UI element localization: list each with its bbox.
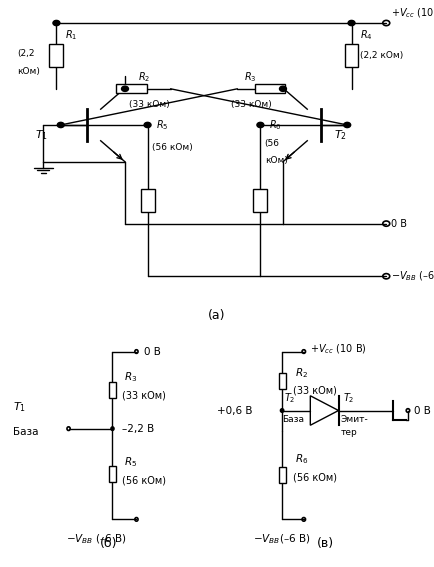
Circle shape: [280, 409, 284, 412]
Text: (б): (б): [100, 536, 117, 549]
Text: $-V_{BB}$ (–6 В): $-V_{BB}$ (–6 В): [391, 269, 434, 283]
Text: $R_2$: $R_2$: [138, 70, 150, 84]
Text: (56 кОм): (56 кОм): [293, 473, 337, 483]
Circle shape: [279, 86, 286, 91]
Text: $R_4$: $R_4$: [360, 28, 373, 41]
Bar: [116, 84, 147, 94]
Text: $R_1$: $R_1$: [65, 28, 78, 41]
Bar: [49, 44, 63, 67]
Text: тер: тер: [341, 429, 358, 438]
Circle shape: [53, 20, 60, 26]
Circle shape: [111, 427, 114, 430]
Text: База: База: [282, 415, 304, 424]
Bar: [279, 373, 286, 389]
Text: $T_1$: $T_1$: [13, 400, 26, 414]
Bar: [109, 466, 116, 482]
Text: (а): (а): [208, 309, 226, 322]
Text: $R_6$: $R_6$: [269, 119, 282, 132]
Circle shape: [122, 86, 128, 91]
Text: $R_6$: $R_6$: [295, 452, 309, 467]
Text: 0 В: 0 В: [145, 346, 161, 357]
Bar: [109, 382, 116, 398]
Bar: [253, 189, 267, 212]
Text: $R_5$: $R_5$: [156, 119, 169, 132]
Bar: [279, 467, 286, 483]
Circle shape: [144, 122, 151, 128]
Text: (33 кОм): (33 кОм): [129, 100, 170, 109]
Text: (33 кОм): (33 кОм): [122, 390, 166, 400]
Text: кОм): кОм): [17, 67, 40, 76]
Circle shape: [344, 122, 351, 128]
Text: $R_5$: $R_5$: [125, 455, 138, 469]
Text: (в): (в): [317, 536, 334, 549]
Circle shape: [348, 20, 355, 26]
Circle shape: [257, 122, 264, 128]
Text: (33 кОм): (33 кОм): [231, 100, 272, 109]
Text: База: База: [13, 428, 38, 438]
Text: (33 кОм): (33 кОм): [293, 386, 337, 396]
Text: $R_3$: $R_3$: [244, 70, 256, 84]
Text: $T_2$: $T_2$: [284, 391, 296, 405]
Bar: [255, 84, 285, 94]
Text: (56 кОм): (56 кОм): [122, 475, 167, 485]
Text: $R_3$: $R_3$: [125, 370, 138, 384]
Text: 0 В: 0 В: [414, 405, 431, 416]
Text: $+V_{cc}$ (10 В): $+V_{cc}$ (10 В): [391, 6, 434, 20]
Text: –2,2 В: –2,2 В: [122, 424, 155, 434]
Text: кОм): кОм): [265, 156, 288, 165]
Text: +0,6 В: +0,6 В: [217, 405, 253, 416]
Text: $T_1$: $T_1$: [35, 128, 48, 142]
Text: (56 кОм): (56 кОм): [152, 143, 193, 151]
Bar: [141, 189, 155, 212]
Text: Эмит-: Эмит-: [341, 415, 368, 424]
Text: $+V_{cc}$ (10 В): $+V_{cc}$ (10 В): [310, 342, 367, 356]
Text: $T_2$: $T_2$: [334, 128, 347, 142]
Text: 0 В: 0 В: [391, 219, 407, 229]
Text: (56: (56: [265, 139, 280, 149]
Text: $T_2$: $T_2$: [343, 391, 355, 405]
Circle shape: [57, 122, 64, 128]
Text: (2,2: (2,2: [17, 49, 35, 58]
Text: $R_2$: $R_2$: [295, 366, 308, 380]
Text: (2,2 кОм): (2,2 кОм): [360, 50, 404, 60]
Bar: [345, 44, 358, 67]
Text: $-V_{BB}$ (–6 В): $-V_{BB}$ (–6 В): [66, 532, 127, 546]
Text: $-V_{BB}$(–6 В): $-V_{BB}$(–6 В): [253, 532, 311, 546]
